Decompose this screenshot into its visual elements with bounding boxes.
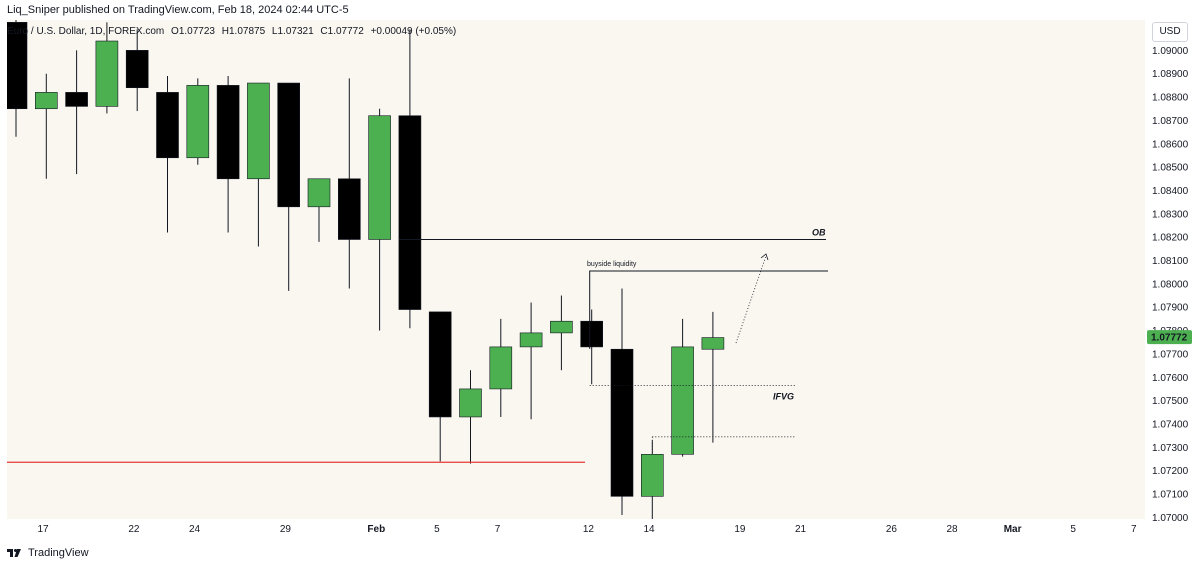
candle-up bbox=[186, 85, 210, 159]
price-tick-label: 1.09000 bbox=[1152, 46, 1189, 57]
ifvg-label: IFVG bbox=[773, 391, 794, 401]
candle-down bbox=[125, 50, 149, 89]
time-tick-label: 28 bbox=[946, 524, 958, 535]
time-tick-label: 14 bbox=[643, 524, 655, 535]
candle-down bbox=[398, 115, 422, 310]
price-tick-label: 1.08900 bbox=[1152, 69, 1189, 80]
time-tick-label: 26 bbox=[886, 524, 898, 535]
time-tick-label: 24 bbox=[189, 524, 201, 535]
candle-down bbox=[156, 92, 179, 159]
price-tick-label: 1.07700 bbox=[1152, 349, 1189, 360]
candle-down bbox=[428, 311, 452, 418]
candle-up bbox=[247, 82, 270, 180]
legend-symbol[interactable]: Euro / U.S. Dollar, 1D, FOREX.com bbox=[7, 26, 165, 37]
time-tick-label: 17 bbox=[37, 524, 49, 535]
price-tick-label: 1.07600 bbox=[1152, 373, 1189, 384]
ob-label: OB bbox=[812, 227, 826, 237]
projection-arrow-head bbox=[760, 253, 769, 261]
footer[interactable]: TradingView bbox=[7, 545, 89, 561]
time-tick-label: 5 bbox=[434, 524, 440, 535]
price-tick-label: 1.08700 bbox=[1152, 116, 1189, 127]
price-tick-label: 1.08200 bbox=[1152, 233, 1189, 244]
candle-up bbox=[550, 320, 573, 334]
time-tick-label: 12 bbox=[583, 524, 595, 535]
symbol-legend[interactable]: Euro / U.S. Dollar, 1D, FOREX.com O1.077… bbox=[7, 26, 460, 37]
candle-up bbox=[368, 115, 391, 240]
candle-up bbox=[671, 346, 694, 455]
last-price-tag bbox=[1147, 330, 1192, 345]
price-tick-label: 1.07300 bbox=[1152, 443, 1189, 454]
candle-up bbox=[519, 332, 543, 348]
candle-down bbox=[216, 85, 240, 180]
legend-open: O1.07723 bbox=[171, 26, 215, 37]
price-tick-label: 1.07900 bbox=[1152, 303, 1189, 314]
price-tick-label: 1.07200 bbox=[1152, 466, 1189, 477]
plot-layer bbox=[7, 20, 828, 519]
footer-brand[interactable]: TradingView bbox=[28, 547, 89, 559]
time-tick-label: 29 bbox=[280, 524, 292, 535]
time-tick-label: 7 bbox=[1131, 524, 1137, 535]
time-tick-label: 22 bbox=[128, 524, 140, 535]
time-axis-area[interactable] bbox=[7, 519, 1145, 541]
candle-up bbox=[95, 40, 119, 107]
legend-change: +0.00049 (+0.05%) bbox=[370, 26, 457, 37]
candle-down bbox=[65, 92, 88, 107]
buyside-line bbox=[589, 270, 828, 349]
last-price-label: 1.07772 bbox=[1151, 333, 1188, 344]
time-tick-label: 5 bbox=[1070, 524, 1076, 535]
time-tick-label: Feb bbox=[367, 524, 385, 535]
candle-up bbox=[34, 92, 58, 110]
projection-arrow bbox=[735, 255, 767, 344]
candle-down bbox=[610, 348, 634, 497]
candle-down bbox=[337, 178, 361, 240]
candle-up bbox=[489, 346, 513, 390]
currency-button[interactable]: USD bbox=[1152, 22, 1188, 42]
time-tick-label: 21 bbox=[795, 524, 807, 535]
price-tick-label: 1.08500 bbox=[1152, 163, 1189, 174]
top-bar: Liq_Sniper published on TradingView.com,… bbox=[0, 0, 1200, 18]
candle-up bbox=[307, 178, 331, 208]
price-tick-label: 1.08600 bbox=[1152, 139, 1189, 150]
candle-up bbox=[640, 454, 664, 497]
candle-down bbox=[277, 82, 301, 208]
publisher-info: Liq_Sniper published on TradingView.com,… bbox=[7, 4, 349, 16]
price-tick-label: 1.07000 bbox=[1152, 513, 1189, 524]
price-tick-label: 1.07400 bbox=[1152, 419, 1189, 430]
legend-high: H1.07875 bbox=[221, 26, 266, 37]
buyside-label: buyside liquidity bbox=[587, 261, 637, 268]
legend-low: L1.07321 bbox=[271, 26, 314, 37]
candle-up bbox=[701, 337, 725, 350]
time-tick-label: 19 bbox=[734, 524, 746, 535]
candle-up bbox=[459, 388, 482, 418]
price-axis-area[interactable] bbox=[1145, 20, 1195, 519]
time-tick-label: 7 bbox=[495, 524, 501, 535]
price-tick-label: 1.08800 bbox=[1152, 93, 1189, 104]
legend-close: C1.07772 bbox=[320, 26, 364, 37]
price-tick-label: 1.08300 bbox=[1152, 209, 1189, 220]
tradingview-logo-icon bbox=[7, 549, 21, 557]
time-tick-label: Mar bbox=[1004, 524, 1022, 535]
candle-down bbox=[580, 320, 604, 348]
candle-down bbox=[7, 22, 28, 110]
price-tick-label: 1.08400 bbox=[1152, 186, 1189, 197]
price-tick-label: 1.08100 bbox=[1152, 256, 1189, 267]
price-tick-label: 1.08000 bbox=[1152, 279, 1189, 290]
price-tick-label: 1.07100 bbox=[1152, 490, 1189, 501]
price-tick-label: 1.07500 bbox=[1152, 396, 1189, 407]
